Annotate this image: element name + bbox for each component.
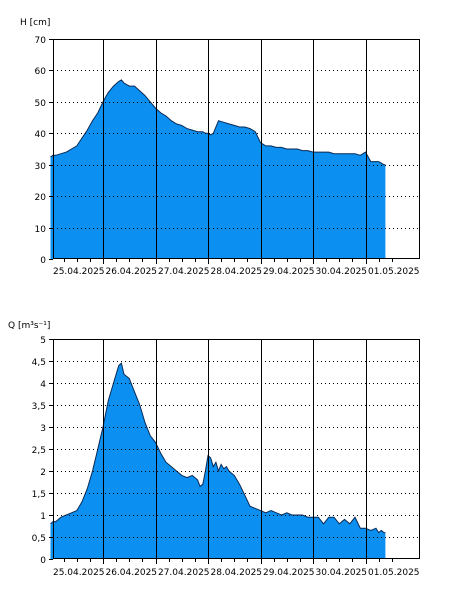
x-tick-label: 30.04.2025 [315,267,367,277]
x-tick-label: 27.04.2025 [158,568,210,578]
y-tick-label: 10 [35,225,47,235]
discharge-chart: 0 0,5 1 1,5 2 2,5 3 3,5 4 4,5 5 25.04.2025 26.04.202… [8,321,420,578]
y-tick-label: 0,5 [32,534,46,544]
y-tick-label: 4,5 [32,358,46,368]
x-tick-label: 26.04.2025 [105,267,157,277]
plot-frame [53,39,420,259]
y-tick-label: 3 [40,424,46,434]
y-tick-label: 4 [40,380,46,390]
y-tick-label: 2 [40,468,46,478]
x-tick-label: 01.05.2025 [368,568,420,578]
x-tick-label: 26.04.2025 [105,568,157,578]
x-tick-label: 29.04.2025 [263,568,315,578]
y-tick-label: 40 [35,130,47,140]
y-tick-label: 30 [35,162,47,172]
series-line [50,362,386,534]
y-tick-label: 3,5 [32,402,46,412]
y-tick-label: 0 [40,256,46,266]
y-tick-label: 2,5 [32,446,46,456]
area-series [50,79,386,260]
y-tick-label: 50 [35,99,47,109]
y-tick-label: 1 [40,512,46,522]
y-tick-label: 5 [40,336,46,346]
y-tick-label: 70 [35,36,47,46]
x-tick-label: 25.04.2025 [53,267,105,277]
water-level-chart: 0 10 20 30 40 50 60 70 25.04.2025 26.04.2025 27.04… [20,18,420,277]
y-tick-label: 20 [35,193,47,203]
y-axis-label: H [cm] [20,18,50,28]
x-tick-label: 25.04.2025 [53,568,105,578]
y-tick-label: 0 [40,556,46,566]
x-tick-label: 28.04.2025 [210,267,262,277]
x-tick-label: 01.05.2025 [368,267,420,277]
y-axis-label: Q [m³s⁻¹] [8,321,50,331]
x-tick-label: 30.04.2025 [315,568,367,578]
y-tick-label: 1,5 [32,490,46,500]
x-tick-label: 27.04.2025 [158,267,210,277]
y-tick-label: 60 [35,67,47,77]
x-tick-label: 28.04.2025 [210,568,262,578]
plot-frame [53,339,420,559]
x-tick-label: 29.04.2025 [263,267,315,277]
area-series [50,363,386,559]
